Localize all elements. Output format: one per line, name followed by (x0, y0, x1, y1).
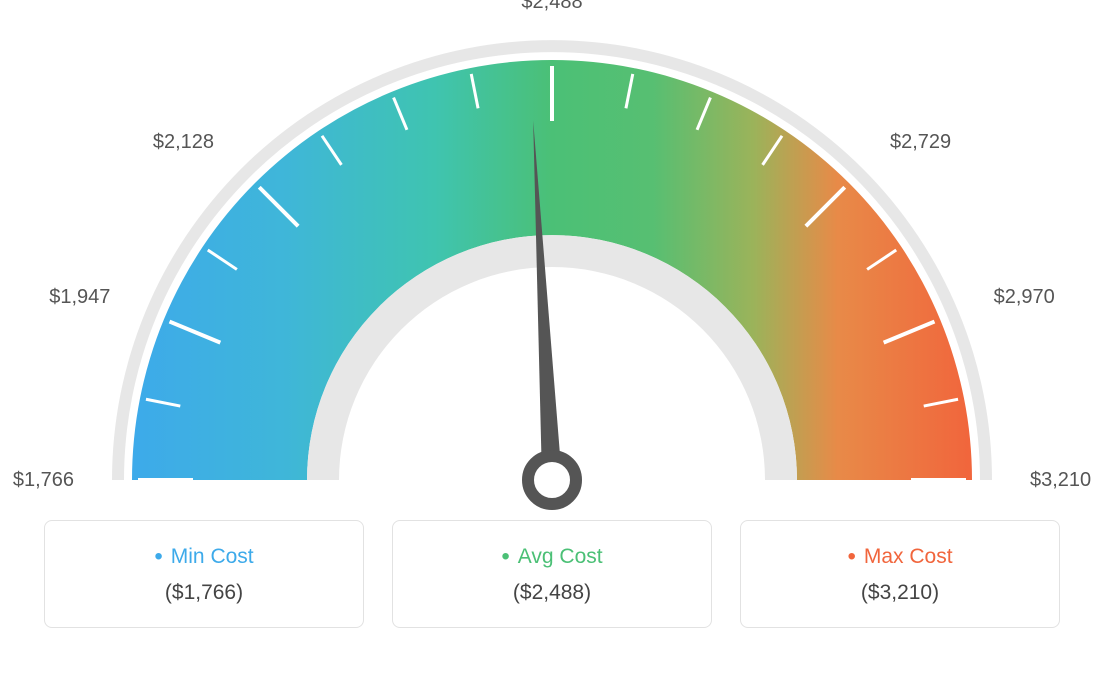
legend-min-title: Min Cost (55, 543, 353, 571)
legend-min-value: ($1,766) (55, 581, 353, 605)
gauge-tick-label: $2,488 (521, 0, 582, 13)
gauge-svg: $1,766 $1,947 $2,128 $2,488 $2,729 $2,970 $3,2… (0, 0, 1104, 520)
legend-card-avg: Avg Cost ($2,488) (392, 520, 712, 628)
gauge-tick-label: $1,766 (13, 469, 74, 491)
gauge-tick-label: $2,128 (153, 131, 214, 153)
legend-card-min: Min Cost ($1,766) (44, 520, 364, 628)
cost-gauge-chart: $1,766 $1,947 $2,128 $2,488 $2,729 $2,970 $3,2… (0, 0, 1104, 520)
gauge-tick-label: $2,729 (890, 131, 951, 153)
gauge-tick-label: $2,970 (994, 286, 1055, 308)
gauge-tick-label: $1,947 (49, 286, 110, 308)
legend-avg-value: ($2,488) (403, 581, 701, 605)
legend-max-value: ($3,210) (751, 581, 1049, 605)
legend-card-max: Max Cost ($3,210) (740, 520, 1060, 628)
legend-row: Min Cost ($1,766) Avg Cost ($2,488) Max … (0, 520, 1104, 628)
gauge-needle-hub (528, 456, 576, 504)
legend-avg-title: Avg Cost (403, 543, 701, 571)
legend-max-title: Max Cost (751, 543, 1049, 571)
gauge-tick-label: $3,210 (1030, 469, 1091, 491)
